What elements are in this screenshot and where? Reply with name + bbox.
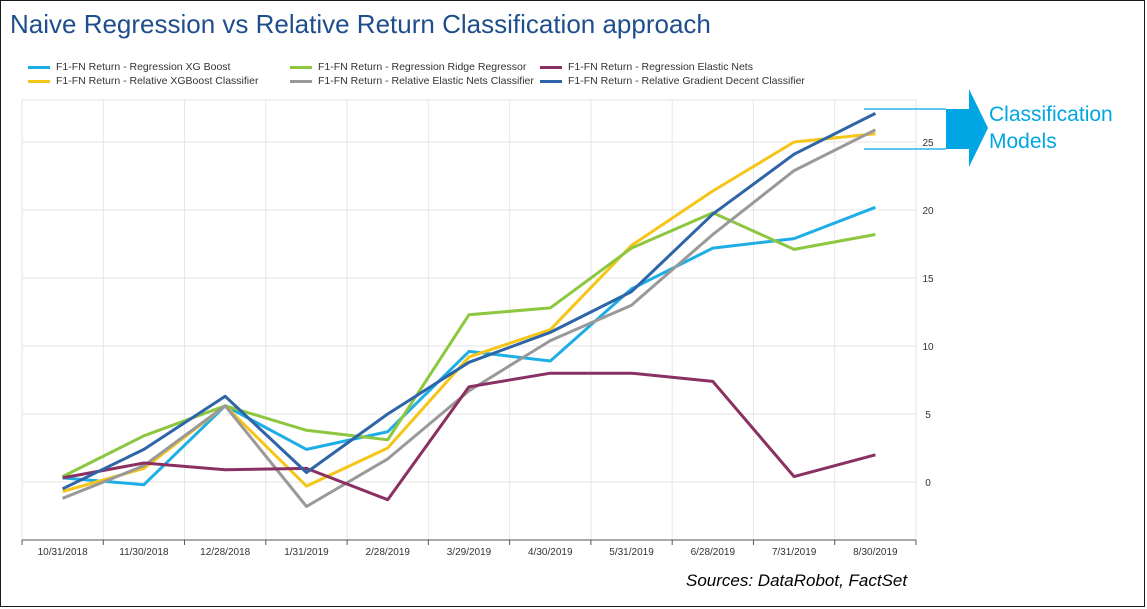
y-tick-label: 25 bbox=[922, 138, 934, 149]
series-line-4 bbox=[62, 128, 877, 508]
x-tick-label: 3/29/2019 bbox=[447, 547, 492, 558]
x-tick-label: 5/31/2019 bbox=[609, 547, 654, 558]
legend-label: F1-FN Return - Regression Elastic Nets bbox=[568, 61, 753, 73]
x-tick-label: 4/30/2019 bbox=[528, 547, 573, 558]
x-tick-label: 12/28/2018 bbox=[200, 547, 250, 558]
legend-label: F1-FN Return - Relative Gradient Decent … bbox=[568, 75, 805, 87]
legend-swatch bbox=[540, 65, 562, 69]
legend-label: F1-FN Return - Regression Ridge Regresso… bbox=[318, 61, 527, 73]
annotation-line-1: Classification bbox=[989, 103, 1113, 126]
classification-arrow-icon bbox=[946, 89, 988, 167]
y-axis: 0 5 10 15 20 25 bbox=[922, 138, 934, 489]
classification-annotation: Classification Models bbox=[989, 101, 1113, 155]
legend-label: F1-FN Return - Relative XGBoost Classifi… bbox=[56, 75, 259, 87]
legend-label: F1-FN Return - Regression XG Boost bbox=[56, 61, 231, 73]
legend-item: F1-FN Return - Relative XGBoost Classifi… bbox=[28, 75, 258, 87]
series-line-5 bbox=[62, 371, 876, 502]
legend-label: F1-FN Return - Relative Elastic Nets Cla… bbox=[318, 75, 534, 87]
legend-swatch bbox=[290, 79, 312, 83]
x-tick-label: 2/28/2019 bbox=[365, 547, 410, 558]
source-note: Sources: DataRobot, FactSet bbox=[686, 571, 908, 590]
x-tick-label: 7/31/2019 bbox=[772, 547, 817, 558]
y-tick-label: 10 bbox=[922, 342, 934, 353]
x-tick-label: 10/31/2018 bbox=[38, 547, 88, 558]
y-tick-label: 15 bbox=[922, 274, 934, 285]
legend-swatch bbox=[28, 65, 50, 69]
legend-item: F1-FN Return - Regression Ridge Regresso… bbox=[290, 61, 526, 73]
legend-swatch bbox=[290, 65, 312, 69]
series-lines bbox=[61, 112, 877, 508]
legend-swatch bbox=[28, 79, 50, 83]
y-tick-label: 20 bbox=[922, 206, 934, 217]
legend-item: F1-FN Return - Regression Elastic Nets bbox=[540, 61, 753, 73]
x-tick-label: 1/31/2019 bbox=[284, 547, 329, 558]
classification-bracket bbox=[864, 89, 988, 167]
x-tick-label: 6/28/2019 bbox=[691, 547, 736, 558]
y-tick-label: 5 bbox=[925, 410, 931, 421]
legend-swatch bbox=[540, 79, 562, 83]
legend-item: F1-FN Return - Relative Gradient Decent … bbox=[540, 75, 805, 87]
legend-item: F1-FN Return - Regression XG Boost bbox=[28, 61, 230, 73]
chart-title: Naive Regression vs Relative Return Clas… bbox=[10, 9, 711, 39]
x-tick-label: 8/30/2019 bbox=[853, 547, 898, 558]
y-tick-label: 0 bbox=[925, 478, 931, 489]
series-line-6 bbox=[61, 112, 877, 491]
series-line-3 bbox=[61, 211, 876, 478]
x-axis: 10/31/2018 11/30/2018 12/28/2018 1/31/2019 2… bbox=[21, 539, 917, 558]
legend-item: F1-FN Return - Relative Elastic Nets Cla… bbox=[290, 75, 534, 87]
annotation-line-2: Models bbox=[989, 130, 1057, 153]
series-line-1 bbox=[62, 205, 876, 487]
x-tick-label: 11/30/2018 bbox=[119, 547, 169, 558]
